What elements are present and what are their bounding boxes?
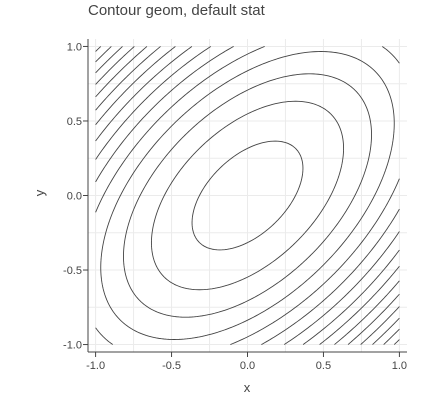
contour-line — [95, 46, 400, 345]
contour-line — [95, 46, 400, 345]
contour-line — [95, 46, 400, 345]
y-tick-label: 0.5 — [67, 116, 82, 128]
x-tick-label: -0.5 — [162, 360, 181, 372]
contour-line — [95, 46, 400, 345]
x-axis-title: x — [244, 380, 251, 395]
y-tick-label: 1.0 — [67, 41, 82, 53]
contour-line — [100, 51, 395, 340]
contour-layer — [95, 46, 400, 345]
chart-title: Contour geom, default stat — [88, 2, 266, 19]
grid-layer — [88, 39, 407, 352]
contour-line — [95, 46, 400, 345]
x-tick-label: 1.0 — [392, 360, 407, 372]
y-tick-label: -0.5 — [63, 265, 82, 277]
contour-line — [95, 46, 400, 345]
contour-line — [95, 46, 400, 345]
contour-line — [95, 46, 400, 345]
contour-line — [95, 46, 400, 345]
contour-line — [123, 73, 372, 318]
contour-line — [95, 46, 400, 345]
x-tick-label: -1.0 — [86, 360, 105, 372]
x-tick-label: 0.0 — [240, 360, 255, 372]
contour-line — [150, 100, 345, 291]
y-tick-label: -1.0 — [63, 340, 82, 352]
y-tick-label: 0.0 — [67, 191, 82, 203]
axis-layer: -1.0 -0.5 0.0 0.5 1.0 -1.0 -0.5 0.0 0.5 1.0 — [63, 39, 407, 372]
contour-line — [95, 46, 400, 345]
x-tick-label: 0.5 — [316, 360, 331, 372]
contour-line — [191, 140, 304, 251]
y-axis-title: y — [32, 189, 47, 196]
